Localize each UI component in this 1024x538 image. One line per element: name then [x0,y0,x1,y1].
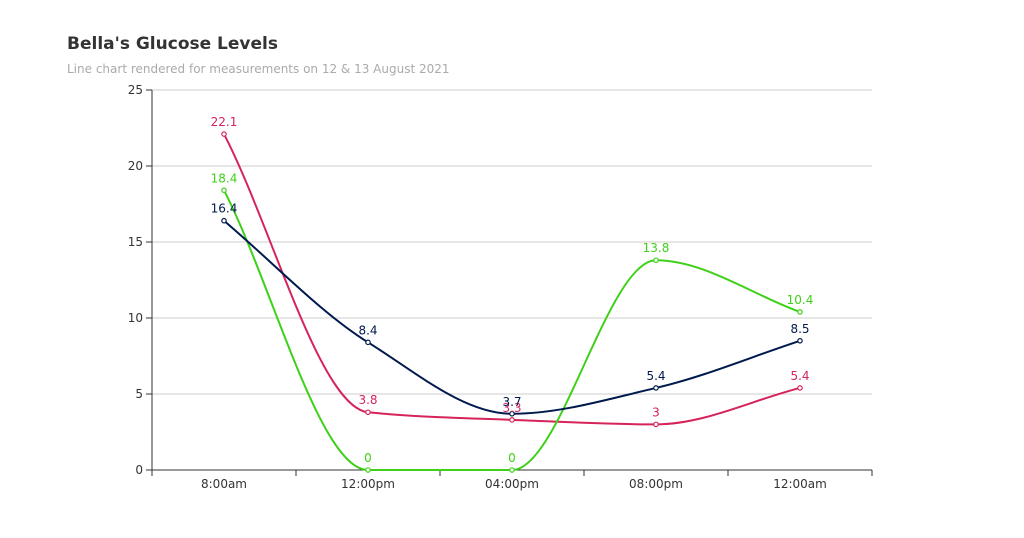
data-point [797,385,803,391]
data-label: 0 [364,451,372,465]
data-label: 13.8 [643,241,670,255]
axes: 0 5 10 15 20 25 8:00am 12:00pm 04:00pm 08:00pm 12:… [128,83,873,491]
data-label: 8.4 [358,323,377,337]
chart-subtitle: Line chart rendered for measurements on … [67,62,450,76]
data-label: 3 [652,405,660,419]
data-label: 3.8 [358,393,377,407]
y-tick-label: 20 [128,159,143,173]
data-point [365,339,371,346]
y-tick-label: 10 [128,311,143,325]
data-label: 10.4 [787,293,814,307]
y-tick-label: 25 [128,83,143,97]
data-point [653,421,659,428]
data-point [797,309,803,315]
data-point [509,467,515,473]
data-label: 22.1 [211,115,238,129]
data-label: 8.5 [790,322,809,336]
data-point [221,187,227,194]
data-labels: 22.1 3.8 3.3 3 5.4 18.4 0 0 13.8 10.4 16.4 8.4 3.7 5.… [211,115,814,465]
x-tick-label: 08:00pm [629,477,683,491]
data-label: 18.4 [211,171,238,185]
chart-title: Bella's Glucose Levels [67,34,278,54]
data-label: 3.7 [502,395,521,409]
data-point [797,337,803,344]
data-label: 5.4 [646,369,665,383]
data-label: 0 [508,451,516,465]
data-point [365,409,371,416]
data-point [365,467,371,473]
data-point [509,410,515,417]
grid-lines [152,89,872,395]
data-point [509,417,515,423]
x-tick-label: 12:00am [773,477,827,491]
data-point [653,385,659,391]
y-tick-label: 5 [135,387,143,401]
series-line-1 [223,133,801,426]
series-line-3 [223,219,801,415]
data-point [221,217,227,224]
x-tick-label: 04:00pm [485,477,539,491]
data-point [221,131,227,137]
data-label: 3.3 [502,401,521,415]
y-tick-label: 15 [128,235,143,249]
data-label: 5.4 [790,369,809,383]
x-tick-label: 8:00am [201,477,247,491]
data-points [221,131,803,473]
x-tick-label: 12:00pm [341,477,395,491]
series-line-2 [223,189,801,472]
data-point [653,257,659,264]
y-tick-label: 0 [135,463,143,477]
data-label: 16.4 [211,202,238,216]
